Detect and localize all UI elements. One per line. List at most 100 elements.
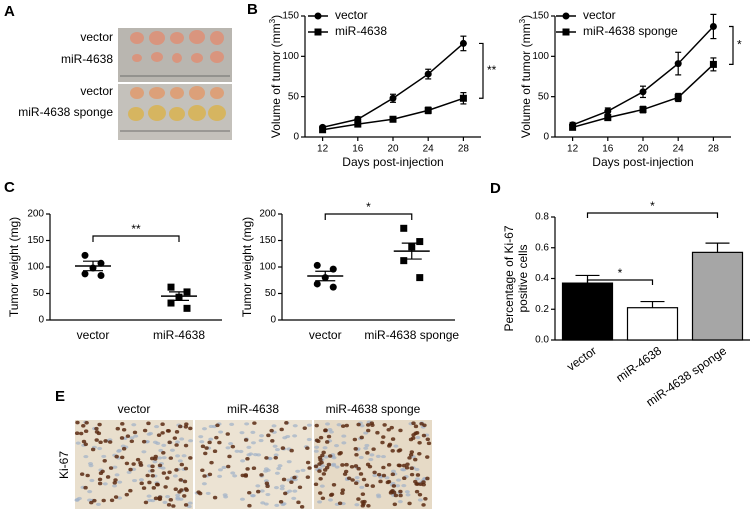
stained-nucleus [171,504,176,508]
y-axis-label: Volume of tumor (mm3) [518,15,534,138]
nucleus [160,466,166,470]
nucleus [217,474,223,478]
nucleus [179,437,185,441]
stained-nucleus [404,465,410,470]
row-label: Ki-67 [57,451,71,479]
y-tick-label: 50 [538,91,550,102]
stained-nucleus [131,462,136,466]
nucleus [390,469,396,473]
nucleus [306,437,312,442]
stained-nucleus [292,475,297,480]
nucleus [359,485,365,489]
stained-nucleus [226,464,231,469]
nucleus [363,446,369,450]
marker [81,251,89,259]
stained-nucleus [389,425,394,430]
legend-marker [314,12,322,20]
nucleus [380,454,386,459]
stained-nucleus [344,423,349,428]
marker [416,238,424,246]
legend-marker [562,12,570,20]
stained-nucleus [305,475,311,479]
stained-nucleus [94,426,99,431]
y-tick-label: 150 [282,11,299,22]
nucleus [282,436,288,440]
stained-nucleus [321,450,326,455]
stained-nucleus [398,428,403,433]
nucleus [161,456,167,460]
nucleus [201,427,207,431]
y-tick-label: 150 [27,235,44,246]
stained-nucleus [278,499,284,504]
marker [424,106,432,114]
marker [639,88,647,96]
stained-nucleus [321,472,327,476]
stained-nucleus [353,447,358,451]
marker [81,270,89,278]
stained-nucleus [83,429,89,433]
stained-nucleus [380,440,385,445]
nucleus [334,465,340,469]
nucleus [359,424,365,428]
stained-nucleus [200,468,205,473]
row-label: vector [80,84,113,98]
marker [354,120,362,128]
panel-label: C [4,179,15,196]
stained-nucleus [259,473,264,477]
stained-nucleus [94,438,99,442]
nucleus [336,423,342,427]
nucleus [414,467,420,472]
stained-nucleus [397,448,403,452]
y-label-part: 3 [268,18,277,23]
marker [167,283,175,291]
stained-nucleus [273,455,278,460]
stained-nucleus [161,451,166,455]
stained-nucleus [326,434,332,439]
nucleus [244,422,250,426]
stained-nucleus [365,451,370,455]
stained-nucleus [370,484,376,488]
column-label: vector [118,402,151,416]
nucleus [126,470,132,474]
stained-nucleus [354,481,359,486]
stained-nucleus [153,454,158,459]
stained-nucleus [409,450,415,454]
nucleus [291,496,297,500]
x-axis-label: Days post-injection [342,155,443,169]
nucleus [198,435,204,439]
nucleus [102,482,108,486]
bar [691,251,744,341]
nucleus [397,500,403,504]
panel-label: E [55,388,65,405]
marker [319,126,327,134]
stained-nucleus [386,463,392,467]
stained-nucleus [147,480,152,485]
stained-nucleus [401,463,407,468]
nucleus [162,500,168,504]
y-tick-label: 0 [270,315,276,326]
stained-nucleus [320,453,325,458]
marker [459,39,467,47]
nucleus [228,442,234,446]
stained-nucleus [168,456,174,460]
stained-nucleus [398,493,403,498]
nucleus [384,476,390,480]
marker [416,274,424,282]
y-tick-label: 0.2 [535,304,549,315]
marker [674,93,682,101]
stained-nucleus [305,460,311,465]
nucleus [175,440,181,444]
stained-nucleus [178,478,183,482]
stained-nucleus [160,422,165,427]
nucleus [232,474,238,478]
nucleus [372,473,378,478]
marker [674,60,682,68]
stained-nucleus [202,474,207,478]
stained-nucleus [138,461,143,465]
nucleus [248,452,254,456]
nucleus [263,479,269,483]
stained-nucleus [182,479,188,484]
stained-nucleus [172,436,178,440]
stained-nucleus [378,479,383,484]
stained-nucleus [156,433,162,437]
